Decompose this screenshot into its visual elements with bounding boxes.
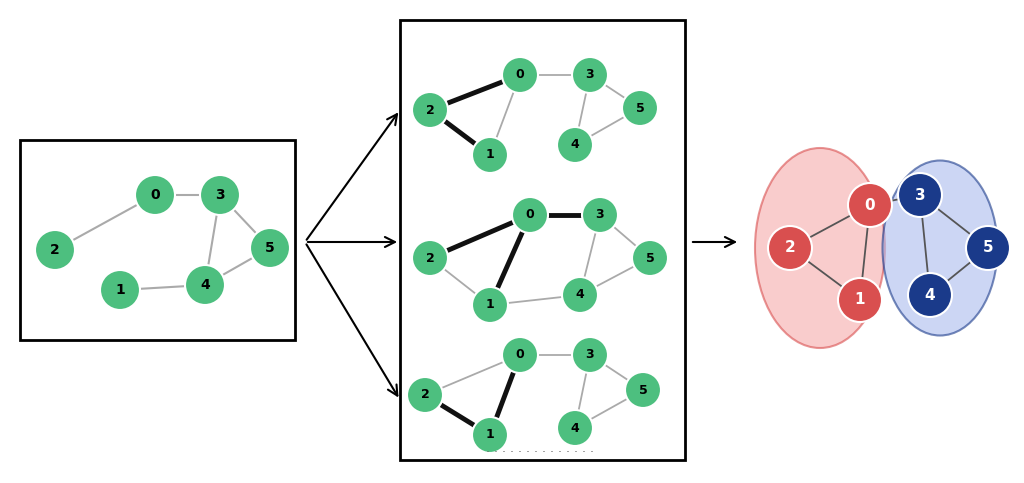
Circle shape bbox=[557, 127, 593, 163]
Circle shape bbox=[632, 240, 668, 276]
Circle shape bbox=[848, 183, 892, 227]
Circle shape bbox=[502, 57, 538, 93]
Text: 3: 3 bbox=[596, 209, 604, 222]
Text: 5: 5 bbox=[983, 241, 993, 256]
Circle shape bbox=[562, 277, 598, 313]
Circle shape bbox=[572, 57, 608, 93]
Text: 0: 0 bbox=[516, 349, 524, 361]
Text: 4: 4 bbox=[575, 288, 585, 301]
Circle shape bbox=[472, 417, 508, 453]
Circle shape bbox=[200, 175, 240, 215]
Text: 0: 0 bbox=[151, 188, 160, 202]
Circle shape bbox=[908, 273, 952, 317]
Text: 5: 5 bbox=[645, 252, 654, 265]
Text: 2: 2 bbox=[784, 241, 796, 256]
Text: 2: 2 bbox=[421, 388, 429, 401]
Bar bbox=[20, 140, 295, 340]
Text: 2: 2 bbox=[426, 252, 434, 265]
Circle shape bbox=[502, 337, 538, 373]
Text: 0: 0 bbox=[864, 198, 876, 213]
Text: 0: 0 bbox=[525, 209, 535, 222]
Text: 4: 4 bbox=[200, 278, 210, 292]
Circle shape bbox=[838, 278, 882, 322]
Circle shape bbox=[412, 92, 449, 128]
Text: 1: 1 bbox=[855, 293, 865, 308]
Circle shape bbox=[966, 226, 1010, 270]
Ellipse shape bbox=[755, 148, 885, 348]
Circle shape bbox=[472, 287, 508, 323]
Text: 5: 5 bbox=[636, 101, 644, 114]
Circle shape bbox=[582, 197, 618, 233]
Circle shape bbox=[572, 337, 608, 373]
Text: 5: 5 bbox=[265, 241, 274, 255]
Circle shape bbox=[135, 175, 175, 215]
Text: 4: 4 bbox=[570, 139, 580, 152]
Circle shape bbox=[250, 228, 290, 268]
Circle shape bbox=[768, 226, 812, 270]
Circle shape bbox=[100, 270, 140, 310]
Text: 4: 4 bbox=[925, 287, 935, 302]
Text: 3: 3 bbox=[215, 188, 225, 202]
Circle shape bbox=[185, 265, 225, 305]
Text: 1: 1 bbox=[115, 283, 125, 297]
Text: 2: 2 bbox=[50, 243, 59, 257]
Text: . . . . . . . . . . . . . .: . . . . . . . . . . . . . . bbox=[486, 441, 594, 455]
Text: 3: 3 bbox=[586, 69, 594, 82]
Circle shape bbox=[472, 137, 508, 173]
Circle shape bbox=[622, 90, 658, 126]
Circle shape bbox=[412, 240, 449, 276]
Circle shape bbox=[407, 377, 443, 413]
Circle shape bbox=[898, 173, 942, 217]
Text: 1: 1 bbox=[485, 428, 495, 441]
Text: 2: 2 bbox=[426, 103, 434, 116]
Text: 3: 3 bbox=[914, 187, 926, 202]
Text: 1: 1 bbox=[485, 148, 495, 161]
Text: 5: 5 bbox=[639, 384, 647, 397]
Ellipse shape bbox=[883, 160, 997, 336]
Text: 4: 4 bbox=[570, 422, 580, 435]
Bar bbox=[400, 20, 685, 460]
Circle shape bbox=[557, 410, 593, 446]
Circle shape bbox=[512, 197, 548, 233]
Circle shape bbox=[35, 230, 75, 270]
Circle shape bbox=[625, 372, 662, 408]
Text: 0: 0 bbox=[516, 69, 524, 82]
Text: 1: 1 bbox=[485, 298, 495, 312]
Text: 3: 3 bbox=[586, 349, 594, 361]
